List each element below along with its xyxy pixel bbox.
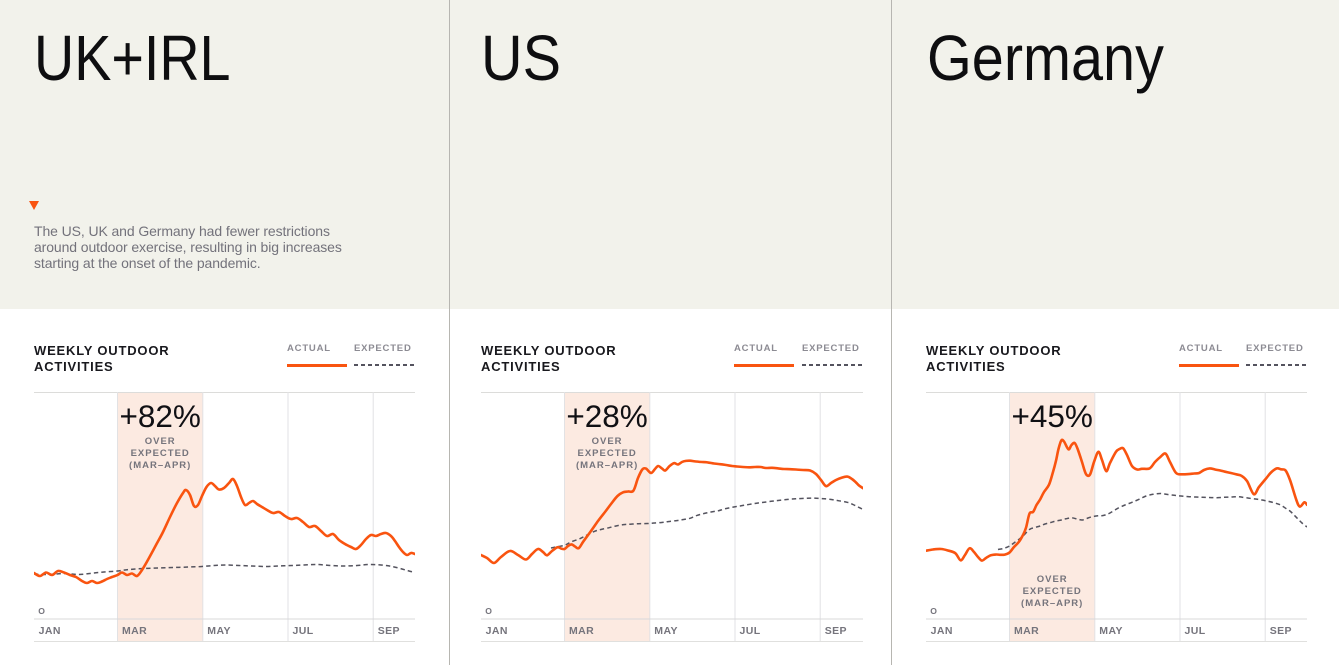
svg-text:MAY: MAY <box>207 625 231 637</box>
svg-text:O: O <box>485 606 492 616</box>
svg-text:JAN: JAN <box>931 625 953 637</box>
svg-text:JAN: JAN <box>39 625 61 637</box>
svg-text:MAY: MAY <box>654 625 678 637</box>
svg-text:JUL: JUL <box>740 625 761 637</box>
svg-text:SEP: SEP <box>825 625 847 637</box>
svg-text:SEP: SEP <box>1270 625 1292 637</box>
svg-text:MAY: MAY <box>1099 625 1123 637</box>
svg-text:MAR: MAR <box>569 625 594 637</box>
svg-text:MAR: MAR <box>1014 625 1039 637</box>
svg-text:O: O <box>930 606 937 616</box>
svg-text:JUL: JUL <box>1185 625 1206 637</box>
svg-text:JUL: JUL <box>293 625 314 637</box>
svg-text:JAN: JAN <box>486 625 508 637</box>
svg-text:MAR: MAR <box>122 625 147 637</box>
svg-text:O: O <box>38 606 45 616</box>
svg-text:SEP: SEP <box>378 625 400 637</box>
